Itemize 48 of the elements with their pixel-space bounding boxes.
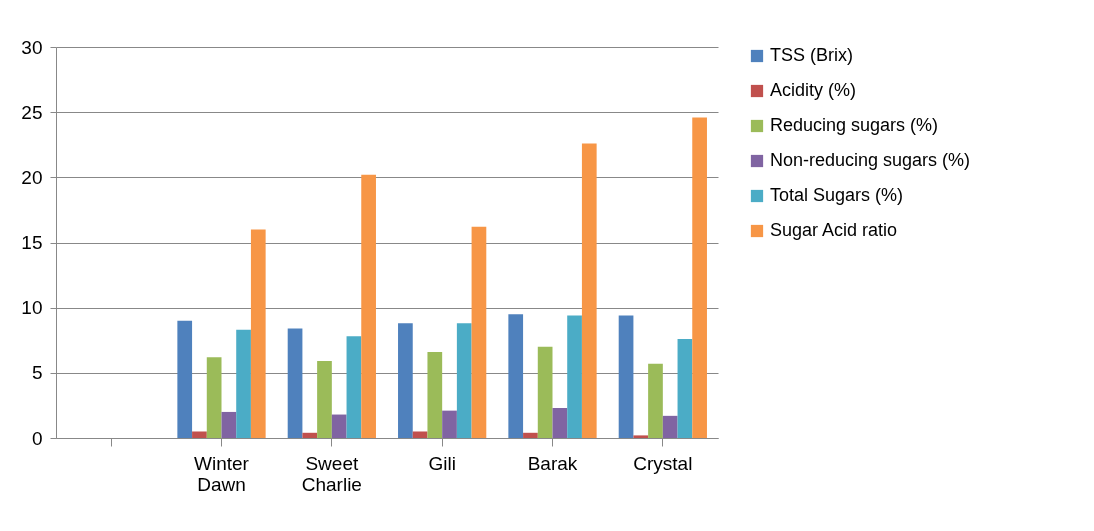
bar bbox=[206, 357, 222, 438]
y-tick-label: 0 bbox=[31, 427, 43, 449]
legend-label: Reducing sugars (%) bbox=[770, 115, 939, 135]
bar bbox=[508, 314, 524, 438]
bar bbox=[346, 336, 362, 438]
y-tick-label: 15 bbox=[21, 232, 43, 253]
x-tick-label: Gili bbox=[428, 452, 456, 474]
y-tick-label: 25 bbox=[21, 101, 43, 123]
bar bbox=[177, 320, 193, 438]
y-tick-label: 10 bbox=[21, 297, 43, 319]
bar bbox=[677, 338, 693, 438]
bar bbox=[221, 411, 237, 438]
bar bbox=[192, 431, 207, 438]
x-tick-label: Sweet Charlie bbox=[301, 452, 362, 495]
y-tick-label: 30 bbox=[21, 36, 43, 58]
legend-label: Acidity (%) bbox=[770, 80, 857, 100]
x-tick-label: Winter Dawn bbox=[194, 452, 250, 495]
legend-label: Sugar Acid ratio bbox=[770, 220, 898, 240]
bar bbox=[456, 323, 472, 438]
bar bbox=[523, 432, 538, 438]
y-tick-label: 5 bbox=[31, 362, 43, 384]
y-tick-label: 20 bbox=[21, 166, 43, 188]
bar bbox=[412, 431, 428, 438]
bar bbox=[361, 174, 376, 438]
bar bbox=[287, 328, 303, 438]
bar bbox=[317, 361, 332, 438]
legend-label: TSS (Brix) bbox=[770, 45, 853, 65]
bar bbox=[567, 315, 582, 438]
x-tick-label: Crystal bbox=[633, 452, 693, 474]
bar bbox=[302, 432, 318, 438]
bar bbox=[552, 408, 568, 438]
legend-label: Non-reducing sugars (%) bbox=[770, 150, 971, 170]
legend-label: Total Sugars (%) bbox=[770, 185, 904, 205]
bar bbox=[471, 226, 487, 438]
x-tick-label: Barak bbox=[527, 452, 578, 474]
bar bbox=[236, 329, 251, 438]
bar bbox=[427, 351, 443, 438]
bar bbox=[250, 229, 266, 438]
bar bbox=[398, 323, 413, 438]
bar bbox=[692, 117, 707, 438]
bar bbox=[537, 346, 553, 438]
bar bbox=[648, 363, 663, 438]
bar bbox=[442, 410, 457, 438]
bar bbox=[331, 414, 347, 438]
bar bbox=[581, 143, 597, 438]
bar bbox=[662, 415, 678, 438]
bar bbox=[633, 435, 649, 438]
bar bbox=[618, 315, 634, 438]
